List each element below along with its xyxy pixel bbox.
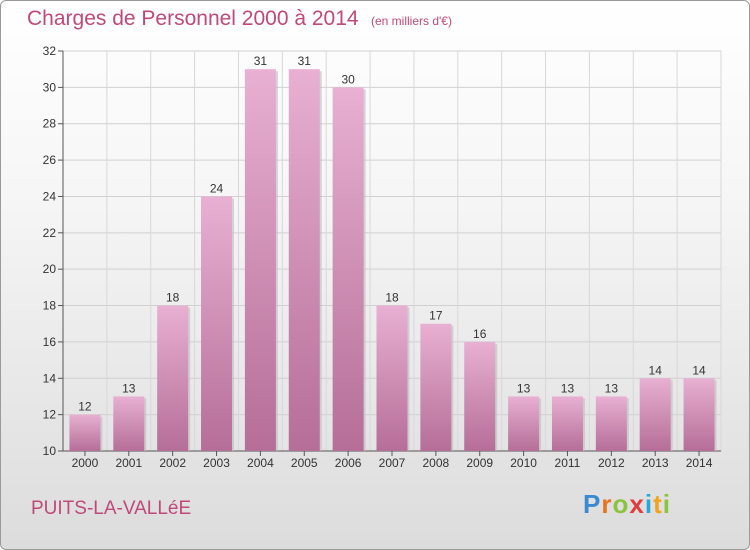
x-tick-label: 2007 — [379, 456, 406, 470]
data-label: 30 — [341, 72, 355, 86]
bar — [464, 341, 496, 451]
bar — [201, 196, 233, 451]
data-label: 14 — [649, 363, 663, 377]
x-tick-label: 2004 — [247, 456, 274, 470]
y-tick-label: 18 — [43, 299, 57, 313]
data-label: 14 — [692, 363, 706, 377]
x-tick-label: 2001 — [115, 456, 142, 470]
data-label: 13 — [517, 381, 531, 395]
data-label: 13 — [122, 381, 136, 395]
chart-title: Charges de Personnel 2000 à 2014 — [27, 7, 359, 30]
bar — [113, 396, 145, 451]
bar — [551, 396, 583, 451]
y-tick-label: 20 — [43, 262, 57, 276]
y-tick-label: 26 — [43, 153, 57, 167]
logo-letter: i — [644, 489, 654, 519]
x-tick-label: 2005 — [291, 456, 318, 470]
y-tick-label: 14 — [43, 371, 57, 385]
data-label: 16 — [473, 327, 487, 341]
logo-letter: x — [629, 489, 645, 519]
logo-letter: i — [662, 489, 671, 519]
y-tick-label: 22 — [43, 226, 57, 240]
logo-letter: P — [583, 489, 602, 519]
data-label: 18 — [385, 291, 399, 305]
y-tick-label: 30 — [43, 80, 57, 94]
x-tick-label: 2013 — [642, 456, 669, 470]
logo-letter: t — [653, 489, 663, 519]
bar — [244, 69, 276, 451]
data-label: 18 — [166, 291, 180, 305]
data-label: 13 — [561, 381, 575, 395]
bar — [288, 69, 320, 451]
data-label: 31 — [298, 54, 312, 68]
commune-name: PUITS-LA-VALLéE — [31, 498, 192, 519]
logo-letter: r — [601, 489, 613, 519]
bar — [332, 87, 364, 451]
y-tick-label: 32 — [43, 44, 57, 58]
x-tick-label: 2011 — [555, 456, 581, 470]
bar — [420, 323, 452, 451]
x-tick-label: 2000 — [72, 456, 99, 470]
proxiti-logo: Proxiti — [583, 489, 671, 520]
x-tick-label: 2010 — [510, 456, 537, 470]
bars — [69, 69, 717, 451]
data-label: 13 — [605, 381, 619, 395]
bar — [376, 305, 408, 451]
data-label: 31 — [254, 54, 268, 68]
bar — [639, 378, 671, 451]
data-label: 24 — [210, 181, 224, 195]
y-tick-label: 28 — [43, 117, 57, 131]
x-tick-label: 2003 — [203, 456, 230, 470]
y-tick-label: 24 — [43, 189, 57, 203]
data-label: 17 — [429, 309, 443, 323]
bar — [69, 414, 101, 451]
y-tick-label: 10 — [43, 444, 57, 458]
data-label: 12 — [78, 400, 92, 414]
bar — [508, 396, 540, 451]
x-tick-label: 2009 — [466, 456, 493, 470]
bar — [157, 305, 189, 451]
x-tick-label: 2012 — [598, 456, 625, 470]
chart-subtitle: (en milliers d'€) — [371, 14, 452, 28]
y-tick-label: 12 — [43, 408, 57, 422]
x-tick-label: 2008 — [423, 456, 450, 470]
y-tick-label: 16 — [43, 335, 57, 349]
labels: 10 12 14 16 18 20 22 24 26 28 30 32 12 2000 13 2001 18 20… — [43, 44, 713, 470]
x-tick-label: 2006 — [335, 456, 362, 470]
logo-letter: o — [612, 489, 630, 519]
x-tick-label: 2014 — [686, 456, 713, 470]
bar — [683, 378, 715, 451]
bar — [595, 396, 627, 451]
x-tick-label: 2002 — [159, 456, 186, 470]
